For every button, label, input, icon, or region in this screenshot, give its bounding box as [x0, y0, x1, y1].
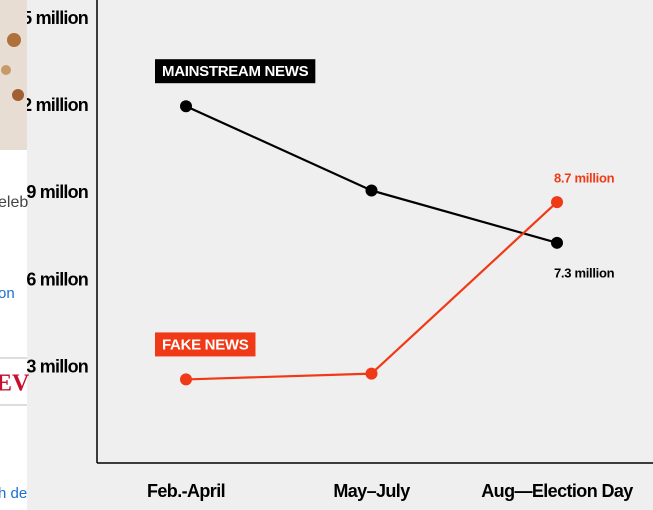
data-label: 8.7 million: [554, 171, 615, 186]
x-tick-label: Aug—Election Day: [481, 481, 633, 501]
y-tick-label: 6 millon: [26, 269, 88, 289]
legend-label: FAKE NEWS: [162, 336, 249, 353]
chart: 3 millon6 millon9 millon12 million15 mil…: [0, 0, 653, 510]
x-tick-label: May–July: [333, 481, 410, 501]
data-point: [366, 368, 378, 380]
left-page-overlay: eleb on EV h de: [0, 0, 30, 510]
overlay-link[interactable]: h de: [0, 485, 27, 502]
y-tick-label: 3 millon: [26, 357, 88, 377]
overlay-image-detail: [7, 33, 21, 47]
data-point: [551, 196, 563, 208]
overlay-text: eleb: [0, 194, 28, 211]
legend-label: MAINSTREAM NEWS: [162, 63, 309, 80]
overlay-link[interactable]: on: [0, 285, 15, 302]
y-tick-label: 9 millon: [26, 182, 88, 202]
data-point: [366, 184, 378, 196]
overlay-image: [0, 0, 27, 150]
data-point: [551, 237, 563, 249]
data-point: [180, 100, 192, 112]
x-tick-label: Feb.-April: [147, 481, 225, 501]
page: 3 millon6 millon9 millon12 million15 mil…: [0, 0, 653, 510]
data-label: 7.3 million: [554, 265, 615, 280]
overlay-image-detail: [12, 89, 24, 101]
chart-background: [0, 0, 653, 510]
overlay-masthead: EV: [0, 371, 30, 397]
data-point: [180, 373, 192, 385]
overlay-image-detail: [1, 65, 11, 75]
